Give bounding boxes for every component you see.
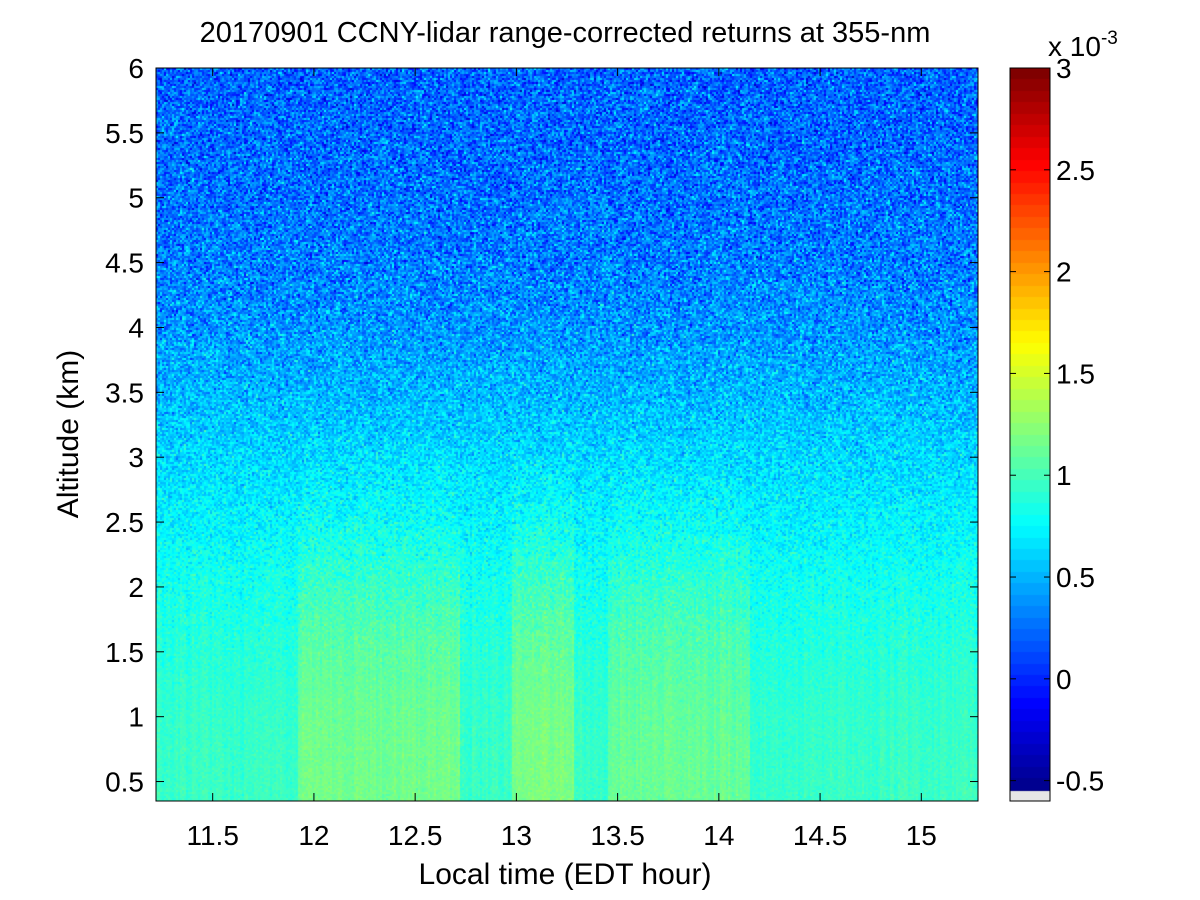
chart-title: 20170901 CCNY-lidar range-corrected retu… <box>200 17 931 49</box>
colorbar-tick-label: 1 <box>1056 460 1072 491</box>
x-tick-label: 12.5 <box>388 820 443 851</box>
colorbar-frame <box>1009 67 1051 802</box>
y-tick-label: 3 <box>128 442 144 473</box>
colorbar-tick-label: 2 <box>1056 257 1072 288</box>
colorbar-tick-label: 0.5 <box>1056 562 1095 593</box>
colorbar-tick-label: 3 <box>1056 53 1072 84</box>
colorbar-tick-label: 1.5 <box>1056 358 1095 389</box>
colorbar-exponent: x 10-3 <box>1048 28 1118 62</box>
y-axis-title: Altitude (km) <box>52 350 85 518</box>
y-tick-label: 5.5 <box>105 118 144 149</box>
y-tick-label: 1 <box>128 702 144 733</box>
x-tick-label: 14.5 <box>793 820 848 851</box>
colorbar-exponent-base: x 10 <box>1048 31 1101 62</box>
y-tick-label: 1.5 <box>105 637 144 668</box>
y-tick-label: 4.5 <box>105 248 144 279</box>
x-tick-label: 14 <box>703 820 734 851</box>
colorbar-tick-label: 0 <box>1056 664 1072 695</box>
x-axis-title: Local time (EDT hour) <box>419 858 712 891</box>
y-tick-label: 3.5 <box>105 377 144 408</box>
colorbar-tick-label: 2.5 <box>1056 155 1095 186</box>
y-tick-label: 6 <box>128 53 144 84</box>
x-tick-label: 15 <box>906 820 937 851</box>
x-tick-label: 13 <box>501 820 532 851</box>
x-axis: 11.5 12 12.5 13 13.5 14 14.5 15 <box>186 68 937 851</box>
y-tick-label: 0.5 <box>105 767 144 798</box>
plot-frame <box>155 67 979 802</box>
y-tick-label: 2 <box>128 572 144 603</box>
y-tick-label: 2.5 <box>105 507 144 538</box>
y-axis: 0.5 1 1.5 2 2.5 3 3.5 4 4.5 5 5.5 6 <box>105 53 978 798</box>
x-tick-label: 12 <box>298 820 329 851</box>
colorbar: -0.5 0 0.5 1 1.5 2 2.5 3 x 10-3 <box>1009 28 1118 802</box>
colorbar-axis: -0.5 0 0.5 1 1.5 2 2.5 3 <box>1010 53 1104 797</box>
y-tick-label: 4 <box>128 312 144 343</box>
colorbar-tick-label: -0.5 <box>1056 766 1104 797</box>
x-tick-label: 11.5 <box>186 820 238 851</box>
x-tick-label: 13.5 <box>590 820 645 851</box>
heatmap <box>156 68 978 801</box>
y-tick-label: 5 <box>128 183 144 214</box>
colorbar-exponent-power: -3 <box>1101 28 1118 49</box>
